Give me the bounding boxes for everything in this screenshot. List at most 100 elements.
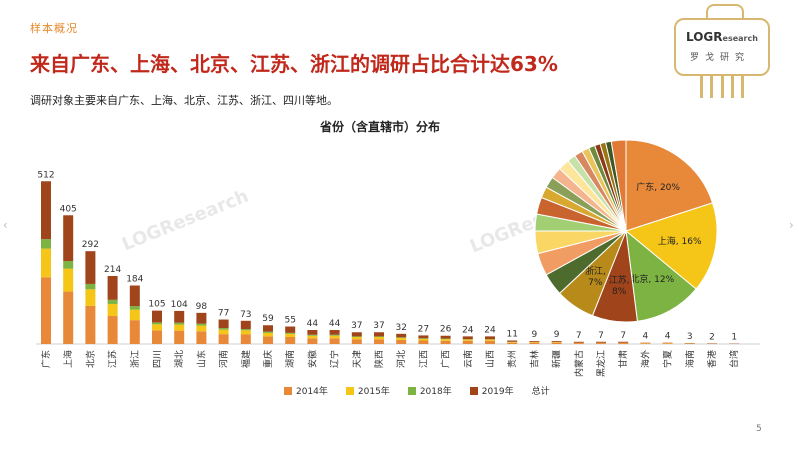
bar-segment-吉林-2015年 <box>529 342 540 343</box>
bar-segment-山东-2019年 <box>196 312 207 324</box>
legend-swatch-2015 <box>345 386 354 395</box>
pie-slice-北京 <box>625 229 697 322</box>
prev-slide-arrow-icon[interactable]: ‹ <box>3 218 8 232</box>
logo-brand-name: LOGR <box>686 30 723 44</box>
tick-label-湖北: 湖北 <box>174 350 185 368</box>
tick-label-海南: 海南 <box>684 350 696 368</box>
data-label-内蒙古: 7 <box>576 331 582 341</box>
tick-label-辽宁: 辽宁 <box>329 350 341 368</box>
data-label-天津: 37 <box>351 321 362 331</box>
legend-item-2018: 2018年 <box>407 384 452 397</box>
bar-segment-安徽-2015年 <box>307 335 318 339</box>
bar-segment-北京-2014年 <box>85 305 96 344</box>
tick-label-山东: 山东 <box>195 350 207 368</box>
pie-label-广东: 广东, 20% <box>636 181 680 193</box>
data-label-浙江: 184 <box>126 275 143 285</box>
bar-segment-辽宁-2014年 <box>329 338 340 344</box>
bar-segment-新疆-2019年 <box>551 341 562 343</box>
data-label-北京: 292 <box>82 240 99 250</box>
bar-segment-湖南-2014年 <box>285 337 296 344</box>
data-label-台湾: 1 <box>731 333 737 343</box>
data-label-香港: 2 <box>709 332 715 342</box>
logo-brand-suffix: esearch <box>722 34 758 43</box>
bar-segment-辽宁-2015年 <box>329 335 340 339</box>
bar-segment-福建-2014年 <box>240 334 251 344</box>
bar-segment-黑龙江-2019年 <box>596 341 606 343</box>
bar-segment-陕西-2018年 <box>374 336 384 338</box>
bar-segment-广东-2014年 <box>41 277 51 344</box>
bar-segment-福建-2018年 <box>240 329 251 331</box>
data-label-辽宁: 44 <box>329 319 341 329</box>
bar-segment-福建-2019年 <box>240 320 251 330</box>
bar-segment-安徽-2014年 <box>307 338 318 344</box>
bar-segment-新疆-2015年 <box>551 342 562 343</box>
bar-segment-山东-2018年 <box>196 323 207 326</box>
bar-segment-河北-2018年 <box>396 337 407 338</box>
page-number: 5 <box>756 424 762 434</box>
legend-item-2019: 2019年 <box>469 384 514 397</box>
chart-legend: 2014年 2015年 2018年 2019年 总计 <box>284 384 550 397</box>
tick-label-贵州: 贵州 <box>506 350 518 368</box>
data-label-新疆: 9 <box>554 330 560 340</box>
logo-brand: LOGResearch <box>686 30 758 44</box>
bar-segment-吉林-2019年 <box>529 341 540 343</box>
bar-segment-广西-2014年 <box>440 340 451 344</box>
bar-segment-湖北-2015年 <box>174 324 185 331</box>
bar-segment-重庆-2018年 <box>263 331 273 333</box>
data-label-河南: 77 <box>218 309 229 319</box>
bar-segment-江苏-2019年 <box>107 275 118 300</box>
tick-label-台湾: 台湾 <box>728 350 740 368</box>
bar-segment-四川-2018年 <box>152 322 162 325</box>
next-slide-arrow-icon[interactable]: › <box>789 218 794 232</box>
tick-label-北京: 北京 <box>84 350 96 368</box>
page-title: 来自广东、上海、北京、江苏、浙江的调研占比合计达63% <box>30 52 558 76</box>
bar-segment-广东-2019年 <box>41 181 51 240</box>
bar-segment-四川-2014年 <box>152 330 162 344</box>
legend-swatch-2018 <box>407 386 416 395</box>
bar-segment-山东-2014年 <box>196 331 207 344</box>
bar-segment-河南-2018年 <box>218 328 229 330</box>
bar-segment-陕西-2019年 <box>374 332 384 337</box>
bar-segment-浙江-2014年 <box>129 320 140 344</box>
bar-segment-山西-2014年 <box>485 340 495 344</box>
bar-segment-山东-2015年 <box>196 325 207 332</box>
bar-segment-上海-2018年 <box>63 261 74 269</box>
bar-segment-贵州-2014年 <box>507 342 518 344</box>
tick-label-河北: 河北 <box>395 350 407 368</box>
tick-label-黑龙江: 黑龙江 <box>595 350 607 377</box>
bar-segment-湖南-2018年 <box>285 332 296 334</box>
pie-label-北京: 北京, 12% <box>630 273 674 285</box>
bar-segment-甘肃-2014年 <box>618 343 629 344</box>
bar-segment-上海-2019年 <box>63 215 74 262</box>
tick-label-广西: 广西 <box>440 350 452 368</box>
tick-label-湖南: 湖南 <box>284 350 296 368</box>
tick-label-海外: 海外 <box>639 350 651 368</box>
bar-segment-黑龙江-2014年 <box>596 343 606 344</box>
logo-subtitle: 罗戈研究 <box>690 53 751 63</box>
bar-segment-吉林-2014年 <box>529 342 540 344</box>
bar-segment-河北-2019年 <box>396 333 407 338</box>
data-label-广东: 512 <box>37 170 54 180</box>
bar-segment-湖北-2019年 <box>174 310 185 323</box>
bar-segment-甘肃-2019年 <box>618 341 629 343</box>
bar-segment-福建-2015年 <box>240 330 251 335</box>
legend-item-2014: 2014年 <box>284 384 328 397</box>
section-label: 样本概况 <box>30 22 78 35</box>
bar-segment-云南-2015年 <box>462 339 473 341</box>
bar-segment-湖北-2018年 <box>174 322 185 325</box>
data-label-云南: 24 <box>462 325 474 335</box>
data-label-吉林: 9 <box>532 330 538 340</box>
bar-segment-重庆-2019年 <box>263 325 273 332</box>
tick-label-浙江: 浙江 <box>129 350 141 368</box>
bar-segment-天津-2015年 <box>351 337 362 340</box>
bar-segment-四川-2015年 <box>152 324 162 331</box>
tick-label-福建: 福建 <box>240 350 252 368</box>
tick-label-宁夏: 宁夏 <box>662 350 674 368</box>
bar-segment-安徽-2019年 <box>307 330 318 335</box>
page-subtitle: 调研对象主要来自广东、上海、北京、江苏、浙江、四川等地。 <box>30 94 338 107</box>
bar-segment-陕西-2014年 <box>374 339 384 344</box>
bar-segment-上海-2014年 <box>63 291 74 344</box>
bar-segment-广西-2015年 <box>440 339 451 341</box>
data-label-山东: 98 <box>196 302 208 312</box>
bar-segment-上海-2015年 <box>63 268 74 292</box>
